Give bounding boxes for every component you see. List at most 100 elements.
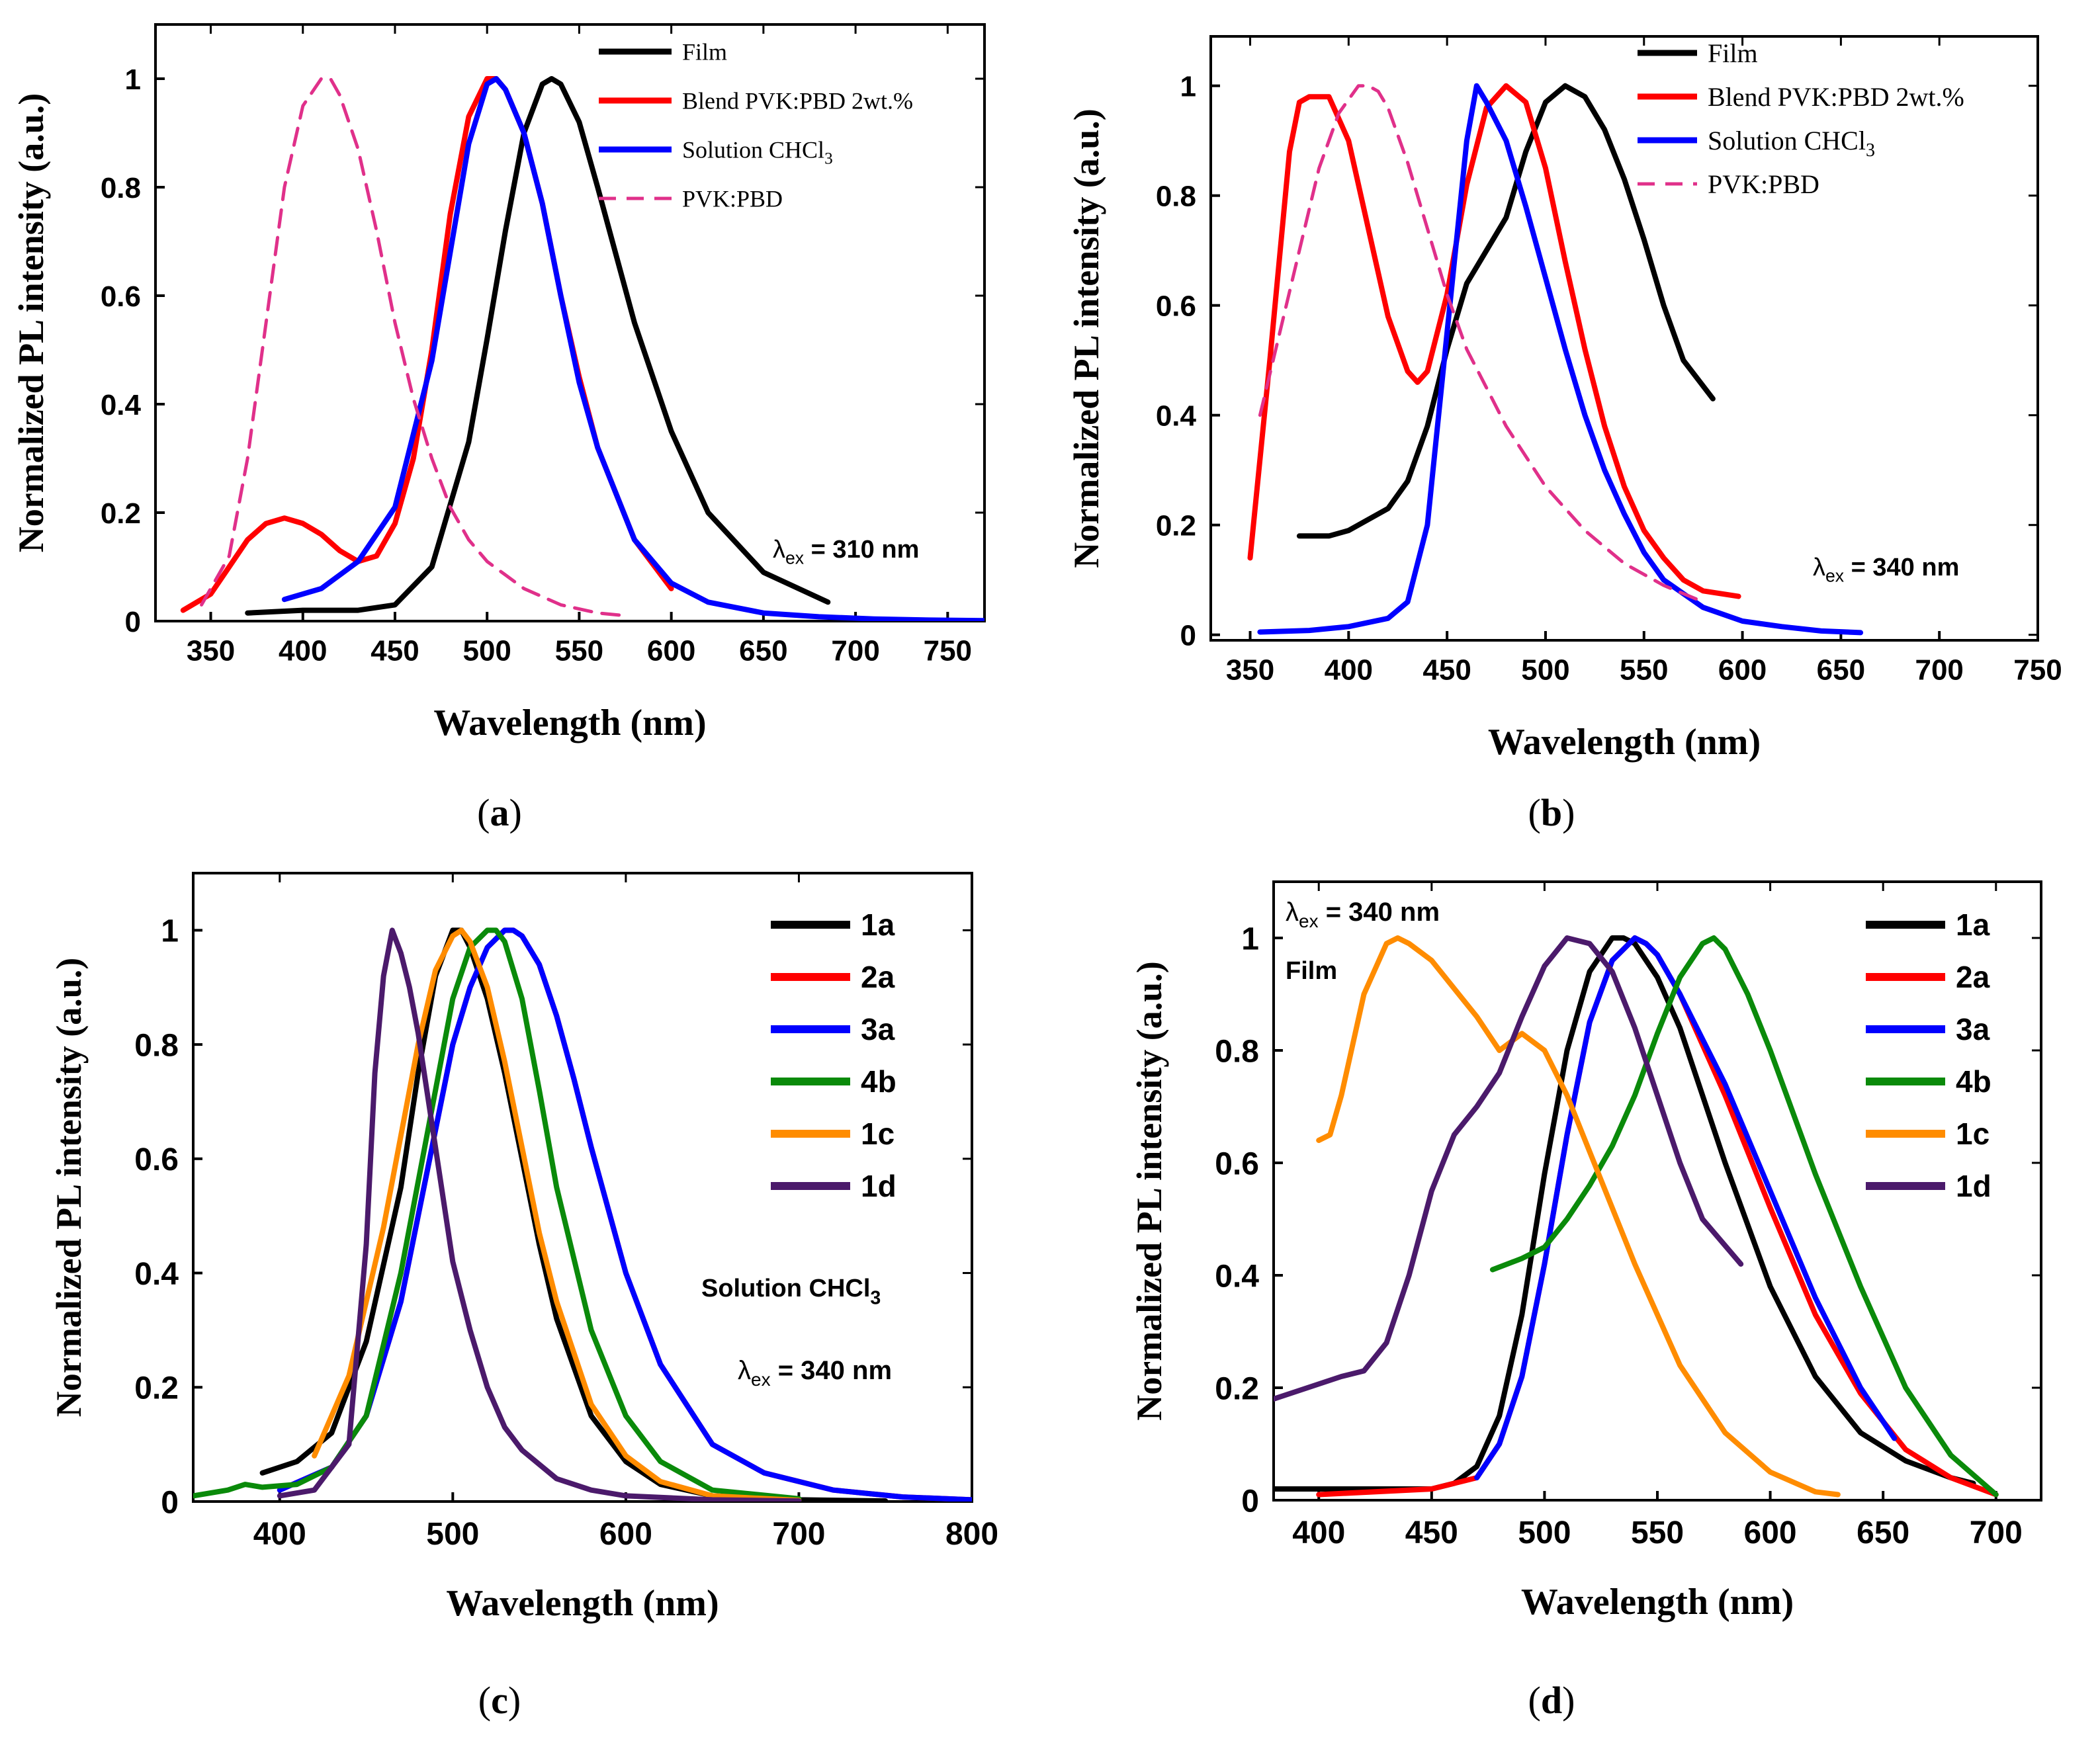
annotation-value: = 340 nm <box>1844 554 1959 581</box>
x-tick-label: 750 <box>2013 654 2062 686</box>
condition-annotation: Solution CHCl3 <box>701 1275 881 1308</box>
series-line-film <box>1296 83 1716 539</box>
series-group <box>193 927 972 1502</box>
legend-label-text: 1c <box>861 1117 895 1151</box>
legend-label: Solution CHCl3 <box>1708 126 1875 161</box>
x-tick-label: 550 <box>1631 1515 1684 1550</box>
legend-label: 1d <box>861 1169 897 1203</box>
y-tick-label: 0.4 <box>101 389 142 421</box>
caption-open: ( <box>477 791 490 834</box>
legend-label-text: Film <box>1708 38 1758 68</box>
legend-label: 1c <box>861 1117 895 1151</box>
x-tick-label: 650 <box>1817 654 1865 686</box>
legend-label: 2a <box>1956 960 1990 994</box>
y-tick-label: 1 <box>125 64 141 96</box>
series-line-1a <box>1274 935 1976 1492</box>
panel-b: 350 400 450 500 550 600 650 700 750 0 0.2 0.4 0.6 0.8… <box>1067 35 2062 834</box>
y-tick-label: 0 <box>1241 1484 1259 1519</box>
plot-frame <box>154 23 986 622</box>
caption-letter: a <box>490 791 509 834</box>
legend: 1a 2a 3a 4b 1c 1d <box>771 908 897 1203</box>
legend-label: PVK:PBD <box>682 186 783 212</box>
panel-d: 400 450 500 550 600 650 700 0 0.2 0.4 0.6 0.8 1 Wavel… <box>1129 880 2042 1722</box>
legend: 1a 2a 3a 4b 1c 1d <box>1866 908 1991 1203</box>
annotation-lambda: λ <box>1286 898 1299 927</box>
y-tick-label: 1 <box>1180 71 1196 103</box>
annotation-lambda: λ <box>773 536 785 564</box>
excitation-annotation: λex = 340 nm <box>1813 554 1959 586</box>
legend-label-text: 1d <box>861 1169 897 1203</box>
series-line-1c <box>1316 935 1841 1498</box>
x-tick-label: 600 <box>1718 654 1767 686</box>
x-tick-label: 500 <box>426 1517 479 1552</box>
x-tick-label: 350 <box>1226 654 1274 686</box>
annotation-lambda: λ <box>738 1356 751 1385</box>
series-line-4b <box>1489 935 1999 1498</box>
condition-annotation: Film <box>1286 957 1337 985</box>
x-axis-title: Wavelength (nm) <box>433 702 706 743</box>
legend-label: 3a <box>861 1012 895 1046</box>
x-axis-title: Wavelength (nm) <box>1488 722 1761 763</box>
annotation2-sub: 3 <box>870 1287 881 1308</box>
series-line-4b <box>193 927 802 1502</box>
y-tick-label: 0.8 <box>101 172 141 204</box>
series-line-blend-pvk-pbd-2wt- <box>1247 83 1741 599</box>
y-axis-title: Normalized PL intensity (a.u.) <box>49 958 89 1417</box>
legend-label-text: 4b <box>1956 1064 1991 1099</box>
series-group <box>1247 83 1864 636</box>
legend-label: 4b <box>1956 1064 1991 1099</box>
plot-frame <box>192 872 973 1503</box>
annotation-value: = 340 nm <box>1319 898 1440 927</box>
caption-open: ( <box>1528 791 1541 834</box>
series-line-1d <box>1274 935 1744 1402</box>
x-tick-label: 600 <box>1744 1515 1797 1550</box>
caption-close: ) <box>509 791 522 834</box>
series-line-pvk-pbd <box>1258 84 1705 604</box>
plot-frame <box>1209 35 2039 642</box>
y-tick-label: 0.8 <box>134 1028 179 1063</box>
legend-label-text: PVK:PBD <box>682 186 783 212</box>
y-tick-label: 1 <box>1241 921 1259 956</box>
x-tick-label: 450 <box>1422 654 1471 686</box>
legend-label-text: 3a <box>861 1012 895 1046</box>
annotation-lambda: λ <box>1813 554 1825 581</box>
y-tick-label: 0.6 <box>101 280 141 313</box>
legend: Film Blend PVK:PBD 2wt.% Solution CHCl3 PVK… <box>1638 38 1964 199</box>
series-line-3a <box>277 927 972 1502</box>
y-tick-label: 0.4 <box>1215 1259 1259 1294</box>
legend-label: Blend PVK:PBD 2wt.% <box>682 88 913 114</box>
panel-a: 350 400 450 500 550 600 650 700 750 0 0.2 0.4 0.6 0.8… <box>11 23 986 834</box>
x-tick-label: 600 <box>599 1517 652 1552</box>
x-tick-label: 700 <box>772 1517 825 1552</box>
legend-label: 2a <box>861 960 895 994</box>
y-tick-label: 0 <box>1180 620 1196 652</box>
x-tick-label: 450 <box>371 634 419 667</box>
panel-caption: (a) <box>477 791 522 834</box>
legend: Film Blend PVK:PBD 2wt.% Solution CHCl3 PVK… <box>599 39 913 212</box>
x-tick-label: 400 <box>279 634 327 667</box>
x-tick-label: 700 <box>1970 1515 2023 1550</box>
x-tick-label: 400 <box>253 1517 306 1552</box>
y-tick-label: 0.4 <box>1156 400 1197 433</box>
excitation-annotation: λex = 340 nm <box>1286 898 1440 931</box>
series-line-pvk-pbd <box>200 77 627 618</box>
legend-label: 3a <box>1956 1012 1990 1046</box>
series-line-3a <box>1474 935 1898 1480</box>
y-tick-label: 0.8 <box>1156 181 1196 213</box>
y-tick-label: 0 <box>125 606 141 638</box>
legend-label-text: 1a <box>1956 908 1990 942</box>
legend-label-text: 2a <box>1956 960 1990 994</box>
panel-caption: (c) <box>478 1679 521 1722</box>
x-tick-label: 400 <box>1325 654 1373 686</box>
legend-label-text: 1d <box>1956 1169 1991 1203</box>
caption-open: ( <box>1528 1679 1541 1722</box>
legend-label-text: 3a <box>1956 1012 1990 1046</box>
x-tick-label: 500 <box>462 634 511 667</box>
caption-close: ) <box>1562 791 1575 834</box>
annotation-value: = 340 nm <box>771 1356 892 1385</box>
legend-label: Blend PVK:PBD 2wt.% <box>1708 82 1964 112</box>
x-tick-label: 600 <box>647 634 695 667</box>
caption-letter: d <box>1541 1679 1562 1722</box>
annotation2-text: Solution CHCl <box>701 1275 870 1302</box>
legend-label-text: PVK:PBD <box>1708 169 1819 199</box>
